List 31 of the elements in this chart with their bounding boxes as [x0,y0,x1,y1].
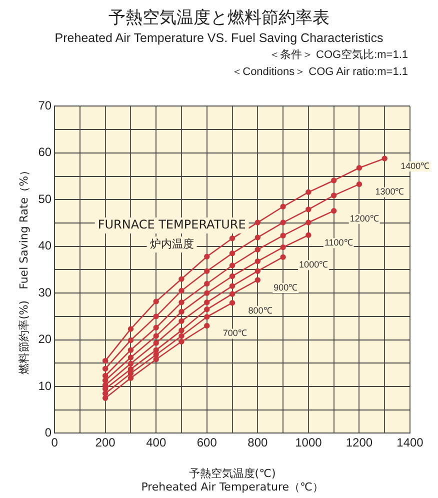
x-tick-label: 400 [146,436,166,450]
x-tick-label: 1000 [295,436,322,450]
series-label: 1100℃ [324,238,353,248]
series-label: 1300℃ [375,186,404,197]
chart-subtitle: Preheated Air Temperature VS. Fuel Saving Characteristics [54,31,384,45]
y-tick-label: 40 [38,238,52,253]
y-tick-label: 60 [38,145,52,160]
annotation: 炉内温度 [150,237,194,250]
x-axis-title: 予熱空気温度(℃) Preheated Air Temperature（℃） [141,467,324,494]
text: ＜Conditions＞ COG Air ratio:m=1.1 [230,65,409,79]
y-axis-title: 燃料節約率(%) Fuel Saving Rate（%） [17,164,30,374]
x-tick-label: 200 [95,436,116,450]
y-tick-label: 50 [38,192,52,206]
series-label: 1400℃ [400,161,430,172]
text: ＜条件＞ COG空気比:m=1.1 [268,48,409,62]
y-tick-label: 0 [44,426,52,440]
x-tick-label: 800 [248,436,268,450]
series-label: 800℃ [248,305,272,316]
series-label: 900℃ [274,282,298,292]
x-tick-label: 600 [196,436,218,450]
y-tick-label: 20 [38,332,52,346]
y-tick-label: 10 [38,378,52,393]
y-tick-label: 70 [38,98,52,113]
x-tick-label: 1400 [396,436,424,450]
series-label: 700℃ [222,328,247,338]
x-tick-label: 1200 [346,436,373,450]
series-label: 1200℃ [350,213,379,224]
y-tick-label: 30 [38,285,52,300]
annotation: FURNACE TEMPERATURE [98,218,246,232]
chart-title: 予熱空気温度と燃料節約率表 [108,7,330,29]
series-label: 1000℃ [299,260,328,270]
